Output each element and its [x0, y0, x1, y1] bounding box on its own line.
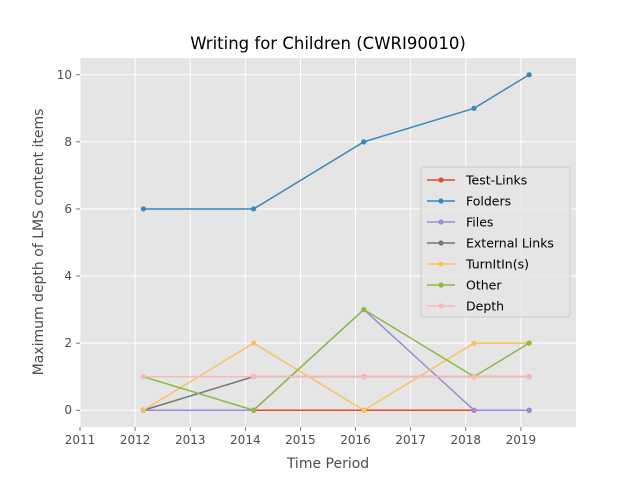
y-tick-label: 0	[64, 403, 72, 417]
data-point-files	[471, 407, 477, 413]
data-point-other	[361, 306, 367, 313]
x-tick-label: 2013	[175, 433, 206, 447]
x-tick-label: 2016	[340, 433, 371, 447]
data-point-files	[526, 407, 532, 413]
data-point-depth	[251, 374, 257, 380]
data-point-other	[251, 407, 257, 413]
legend-label: Test-Links	[465, 173, 527, 188]
series-folders	[140, 72, 532, 212]
legend-label: Files	[466, 215, 493, 230]
data-point-folders	[361, 139, 367, 145]
legend-label: Depth	[466, 299, 504, 314]
data-point-turnitin-s	[140, 407, 146, 413]
legend-swatch-marker	[438, 282, 444, 288]
y-tick-label: 4	[64, 269, 72, 283]
data-point-turnitin-s	[361, 407, 367, 413]
series-turnitin-s	[140, 340, 532, 413]
data-point-other	[526, 340, 532, 346]
x-tick-label: 2014	[230, 433, 261, 447]
legend-item-folders: Folders	[427, 194, 511, 209]
y-axis-ticks: 0 2 4 6 8 10	[57, 68, 80, 417]
y-tick-label: 2	[64, 336, 72, 350]
legend-label: TurnItIn(s)	[465, 257, 529, 272]
x-tick-label: 2017	[395, 433, 426, 447]
legend-item-turnitin-s: TurnItIn(s)	[427, 257, 529, 272]
x-tick-label: 2012	[120, 433, 151, 447]
x-tick-label: 2015	[285, 433, 316, 447]
legend-swatch-marker	[438, 177, 444, 183]
legend-swatch-marker	[438, 261, 444, 267]
x-axis-ticks: 2011 2012 2013 2014 2015 2016 2017 2018 2019	[65, 427, 536, 447]
legend-item-test-links: Test-Links	[427, 173, 527, 188]
legend-item-files: Files	[427, 215, 493, 230]
legend-item-other: Other	[427, 278, 502, 293]
data-point-depth	[361, 374, 367, 380]
x-tick-label: 2011	[65, 433, 96, 447]
series-depth	[140, 374, 532, 380]
legend-swatch-marker	[438, 198, 444, 204]
legend-box	[420, 166, 571, 318]
data-point-depth	[140, 374, 146, 380]
y-tick-label: 6	[64, 202, 72, 216]
data-point-folders	[471, 105, 477, 111]
y-tick-label: 8	[64, 135, 72, 149]
data-point-turnitin-s	[251, 340, 257, 346]
x-tick-label: 2019	[506, 433, 537, 447]
legend-label: Other	[466, 278, 502, 293]
legend-swatch-marker	[438, 240, 444, 246]
legend-item-depth: Depth	[427, 299, 504, 314]
y-tick-label: 10	[57, 68, 72, 82]
legend-label: External Links	[466, 236, 554, 251]
legend: Test-Links Folders Files External Links Turn…	[420, 166, 571, 318]
legend-swatch-marker	[438, 219, 444, 225]
legend-label: Folders	[466, 194, 511, 209]
x-tick-label: 2018	[451, 433, 482, 447]
legend-item-external-links: External Links	[427, 236, 554, 251]
data-point-folders	[140, 206, 146, 212]
chart-title: Writing for Children (CWRI90010)	[190, 34, 466, 53]
data-point-turnitin-s	[471, 340, 477, 346]
data-point-depth	[526, 374, 532, 380]
x-axis-label: Time Period	[286, 456, 369, 472]
legend-swatch-marker	[438, 303, 444, 309]
data-point-folders	[251, 206, 257, 212]
data-point-folders	[526, 72, 532, 78]
series-layer	[140, 72, 532, 413]
data-point-depth	[471, 374, 477, 380]
y-axis-label: Maximum depth of LMS content items	[31, 109, 47, 376]
